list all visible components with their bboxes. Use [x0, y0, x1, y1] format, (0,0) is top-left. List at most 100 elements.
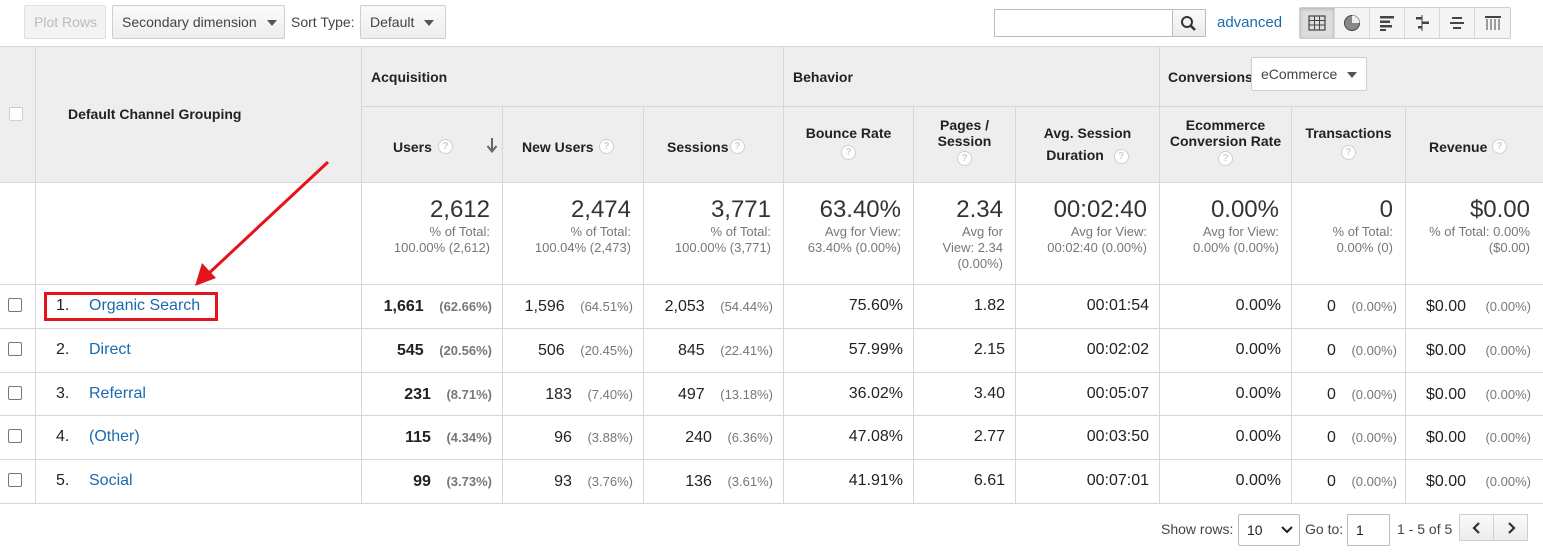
column-header-users[interactable]: Users ?: [361, 107, 502, 182]
new-users-value: 183: [545, 385, 572, 403]
transactions-cell: 0 (0.00%): [1291, 460, 1405, 503]
help-icon[interactable]: ?: [1341, 145, 1356, 160]
channel-link[interactable]: Direct: [89, 340, 131, 358]
users-value: 231: [404, 385, 431, 403]
total-pages-session-sub3: (0.00%): [957, 256, 1003, 271]
new-users-percent: (20.45%): [580, 342, 633, 358]
view-type-switcher: [1299, 7, 1511, 39]
column-header-transactions[interactable]: Transactions ?: [1291, 107, 1405, 182]
total-pages-session: 2.34 Avg for View: 2.34 (0.00%): [913, 183, 1015, 284]
table-search-input[interactable]: [994, 9, 1173, 37]
channel-link[interactable]: Social: [89, 472, 133, 490]
new-users-percent: (3.88%): [587, 430, 633, 446]
help-icon[interactable]: ?: [1492, 139, 1507, 154]
total-revenue-sub2: ($0.00): [1488, 240, 1530, 255]
total-new-users-sub2: 100.04% (2,473): [534, 240, 631, 255]
sessions-percent: (54.44%): [720, 299, 773, 314]
pivot-view-button[interactable]: [1475, 8, 1510, 38]
row-checkbox[interactable]: [8, 429, 22, 444]
users-percent: (20.56%): [439, 342, 492, 358]
conversions-type-value: eCommerce: [1261, 66, 1338, 82]
avg-duration-cell: 00:01:54: [1015, 285, 1159, 328]
table-row: 5. Social 99 (3.73%) 93 (3.76%) 136 (3.61%) 4…: [0, 460, 1543, 504]
table-row: 4. (Other) 115 (4.34%) 96 (3.88%) 240 (6.36%…: [0, 416, 1543, 461]
column-header-new-users[interactable]: New Users ?: [502, 107, 643, 182]
total-sessions-sub2: 100.00% (3,771): [674, 240, 771, 255]
conv-rate-cell: 0.00%: [1159, 460, 1291, 503]
users-cell: 545 (20.56%): [361, 328, 502, 372]
sort-type-dropdown[interactable]: Default: [360, 5, 446, 39]
column-header-pages-per-session[interactable]: Pages / Session ?: [913, 107, 1015, 182]
comparison-view-icon: [1416, 15, 1429, 31]
column-header-ecommerce-conversion-rate[interactable]: Ecommerce Conversion Rate ?: [1159, 107, 1291, 182]
dimension-header[interactable]: Default Channel Grouping: [68, 106, 242, 122]
revenue-percent: (0.00%): [1485, 474, 1531, 490]
search-button[interactable]: [1172, 9, 1206, 37]
transactions-percent: (0.00%): [1351, 342, 1397, 358]
transactions-value: 0: [1327, 429, 1336, 447]
pages-session-cell: 2.15: [913, 328, 1015, 372]
row-checkbox[interactable]: [8, 473, 22, 488]
new-users-cell: 96 (3.88%): [502, 416, 643, 460]
revenue-value: $0.00: [1425, 298, 1467, 315]
acquisition-label: Acquisition: [371, 69, 448, 85]
transactions-cell: 0 (0.00%): [1291, 328, 1405, 372]
revenue-cell: $0.00 (0.00%): [1405, 328, 1543, 372]
table-row: 3. Referral 231 (8.71%) 183 (7.40%) 497 (13.…: [0, 372, 1543, 417]
next-page-button[interactable]: [1493, 514, 1528, 541]
conversions-label: Conversions: [1168, 69, 1253, 85]
total-transactions-sub1: % of Total:: [1332, 224, 1393, 239]
channel-link[interactable]: Referral: [89, 384, 146, 402]
goto-page-input[interactable]: 1: [1347, 514, 1390, 546]
pages-session-cell: 6.61: [913, 460, 1015, 503]
transactions-value: 0: [1327, 298, 1336, 315]
previous-page-button[interactable]: [1459, 514, 1494, 541]
conv-rate-cell: 0.00%: [1159, 416, 1291, 460]
total-pages-session-sub1: Avg for: [962, 224, 1003, 239]
term-cloud-view-button[interactable]: [1440, 8, 1475, 38]
help-icon[interactable]: ?: [957, 151, 972, 167]
revenue-value: $0.00: [1425, 429, 1467, 447]
sessions-header-label: Sessions: [667, 139, 729, 155]
channel-link[interactable]: Organic Search: [89, 297, 201, 314]
secondary-dimension-dropdown[interactable]: Secondary dimension: [112, 5, 285, 39]
total-conv-rate-value: 0.00%: [1210, 196, 1279, 223]
total-pages-session-sub2: View: 2.34: [942, 240, 1003, 255]
users-value: 99: [413, 473, 431, 491]
help-icon[interactable]: ?: [438, 139, 453, 154]
revenue-value: $0.00: [1425, 385, 1467, 403]
performance-view-icon: [1380, 16, 1394, 31]
row-checkbox[interactable]: [8, 385, 22, 400]
advanced-filter-link[interactable]: advanced: [1217, 14, 1283, 31]
show-rows-select[interactable]: 10: [1238, 514, 1300, 546]
select-all-checkbox[interactable]: [9, 107, 23, 121]
table-view-button[interactable]: [1300, 8, 1335, 38]
behavior-label: Behavior: [793, 69, 853, 85]
sessions-percent: (3.61%): [727, 474, 773, 490]
revenue-percent: (0.00%): [1485, 299, 1531, 314]
help-icon[interactable]: ?: [599, 139, 614, 154]
column-header-sessions[interactable]: Sessions ?: [643, 107, 783, 182]
totals-row: 2,612 % of Total: 100.00% (2,612) 2,474 …: [0, 183, 1543, 285]
performance-view-button[interactable]: [1370, 8, 1405, 38]
comparison-view-button[interactable]: [1405, 8, 1440, 38]
pie-view-icon: [1344, 15, 1360, 31]
row-checkbox[interactable]: [8, 341, 22, 356]
channel-link[interactable]: (Other): [89, 428, 140, 446]
pie-view-button[interactable]: [1335, 8, 1370, 38]
transactions-value: 0: [1327, 385, 1336, 403]
total-pages-session-value: 2.34: [956, 196, 1003, 223]
users-cell: 231 (8.71%): [361, 372, 502, 416]
column-header-revenue[interactable]: Revenue ?: [1405, 107, 1543, 182]
column-header-bounce-rate[interactable]: Bounce Rate ?: [783, 107, 913, 182]
conversions-type-dropdown[interactable]: eCommerce: [1251, 57, 1367, 91]
help-icon[interactable]: ?: [1218, 151, 1233, 167]
column-header-avg-session-duration[interactable]: Avg. Session Duration ?: [1015, 107, 1159, 182]
row-index: 5.: [56, 472, 70, 490]
help-icon[interactable]: ?: [730, 139, 745, 154]
help-icon[interactable]: ?: [841, 145, 856, 160]
conv-rate-header-line2: Conversion Rate: [1169, 133, 1282, 149]
help-icon[interactable]: ?: [1113, 148, 1129, 164]
plot-rows-button[interactable]: Plot Rows: [24, 5, 106, 39]
row-checkbox[interactable]: [8, 298, 22, 312]
